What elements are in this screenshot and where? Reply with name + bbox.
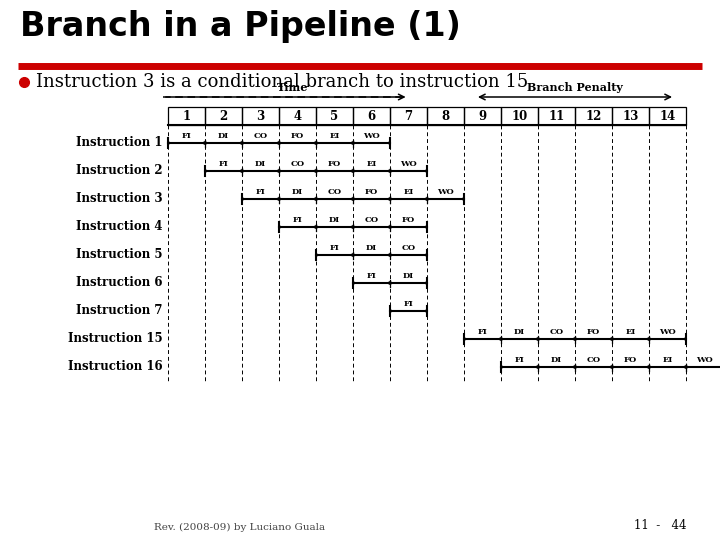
Text: EI: EI	[662, 356, 672, 364]
Text: 8: 8	[441, 110, 449, 123]
Text: 6: 6	[367, 110, 376, 123]
Text: 5: 5	[330, 110, 338, 123]
Text: Instruction 15: Instruction 15	[68, 333, 163, 346]
Text: CO: CO	[402, 244, 415, 252]
Bar	[501, 107, 538, 125]
Text: FO: FO	[291, 132, 304, 140]
Text: DI: DI	[329, 216, 340, 224]
Text: DI: DI	[403, 272, 414, 280]
Bar	[538, 107, 575, 125]
Text: DI: DI	[514, 328, 525, 336]
Text: 11: 11	[549, 110, 564, 123]
Text: FO: FO	[587, 328, 600, 336]
Text: Instruction 7: Instruction 7	[76, 305, 163, 318]
Text: Instruction 5: Instruction 5	[76, 248, 163, 261]
Bar	[353, 107, 390, 125]
Bar	[649, 107, 686, 125]
Text: 13: 13	[622, 110, 639, 123]
Text: 4: 4	[294, 110, 302, 123]
Bar	[427, 107, 464, 125]
Text: CO: CO	[290, 160, 305, 168]
Text: CO: CO	[328, 188, 341, 196]
Text: FI: FI	[330, 244, 339, 252]
Text: Branch Penalty: Branch Penalty	[527, 82, 623, 93]
Text: 3: 3	[256, 110, 265, 123]
Text: DI: DI	[292, 188, 303, 196]
Text: WO: WO	[363, 132, 380, 140]
Text: FI: FI	[366, 272, 377, 280]
Text: 11  -   44: 11 - 44	[634, 519, 686, 532]
Text: DI: DI	[218, 132, 229, 140]
Text: Instruction 3 is a conditional branch to instruction 15: Instruction 3 is a conditional branch to…	[36, 73, 528, 91]
Bar	[205, 107, 242, 125]
Bar	[612, 107, 649, 125]
Text: FI: FI	[219, 160, 228, 168]
Text: Instruction 16: Instruction 16	[68, 361, 163, 374]
Bar	[242, 107, 279, 125]
Text: EI: EI	[403, 188, 413, 196]
Text: FI: FI	[256, 188, 266, 196]
Text: 7: 7	[405, 110, 413, 123]
Text: WO: WO	[659, 328, 676, 336]
Text: Time: Time	[276, 82, 308, 93]
Text: Rev. (2008-09) by Luciano Guala: Rev. (2008-09) by Luciano Guala	[154, 523, 325, 532]
Text: FO: FO	[365, 188, 378, 196]
Text: EI: EI	[329, 132, 340, 140]
Text: Instruction 4: Instruction 4	[76, 220, 163, 233]
Text: DI: DI	[366, 244, 377, 252]
Text: EI: EI	[626, 328, 636, 336]
Text: FI: FI	[292, 216, 302, 224]
Text: Branch in a Pipeline (1): Branch in a Pipeline (1)	[20, 10, 461, 43]
Text: EI: EI	[366, 160, 377, 168]
Text: WO: WO	[696, 356, 713, 364]
Text: CO: CO	[549, 328, 564, 336]
Text: WO: WO	[437, 188, 454, 196]
Text: WO: WO	[400, 160, 417, 168]
Bar	[464, 107, 501, 125]
Bar	[168, 107, 205, 125]
Bar	[279, 107, 316, 125]
Text: CO: CO	[364, 216, 379, 224]
Text: CO: CO	[253, 132, 268, 140]
Text: DI: DI	[551, 356, 562, 364]
Text: 9: 9	[478, 110, 487, 123]
Text: 2: 2	[220, 110, 228, 123]
Text: FO: FO	[328, 160, 341, 168]
Text: CO: CO	[586, 356, 600, 364]
Text: FI: FI	[515, 356, 524, 364]
Text: DI: DI	[255, 160, 266, 168]
Text: FI: FI	[404, 300, 413, 308]
Text: 1: 1	[182, 110, 191, 123]
Bar	[390, 107, 427, 125]
Text: FI: FI	[477, 328, 487, 336]
Text: FO: FO	[624, 356, 637, 364]
Text: FI: FI	[181, 132, 192, 140]
Text: Instruction 6: Instruction 6	[76, 276, 163, 289]
Text: FO: FO	[402, 216, 415, 224]
Text: 12: 12	[585, 110, 602, 123]
Text: Instruction 1: Instruction 1	[76, 137, 163, 150]
Text: 14: 14	[660, 110, 675, 123]
Text: 10: 10	[511, 110, 528, 123]
Text: Instruction 3: Instruction 3	[76, 192, 163, 206]
Bar	[316, 107, 353, 125]
Text: Instruction 2: Instruction 2	[76, 165, 163, 178]
Bar	[575, 107, 612, 125]
